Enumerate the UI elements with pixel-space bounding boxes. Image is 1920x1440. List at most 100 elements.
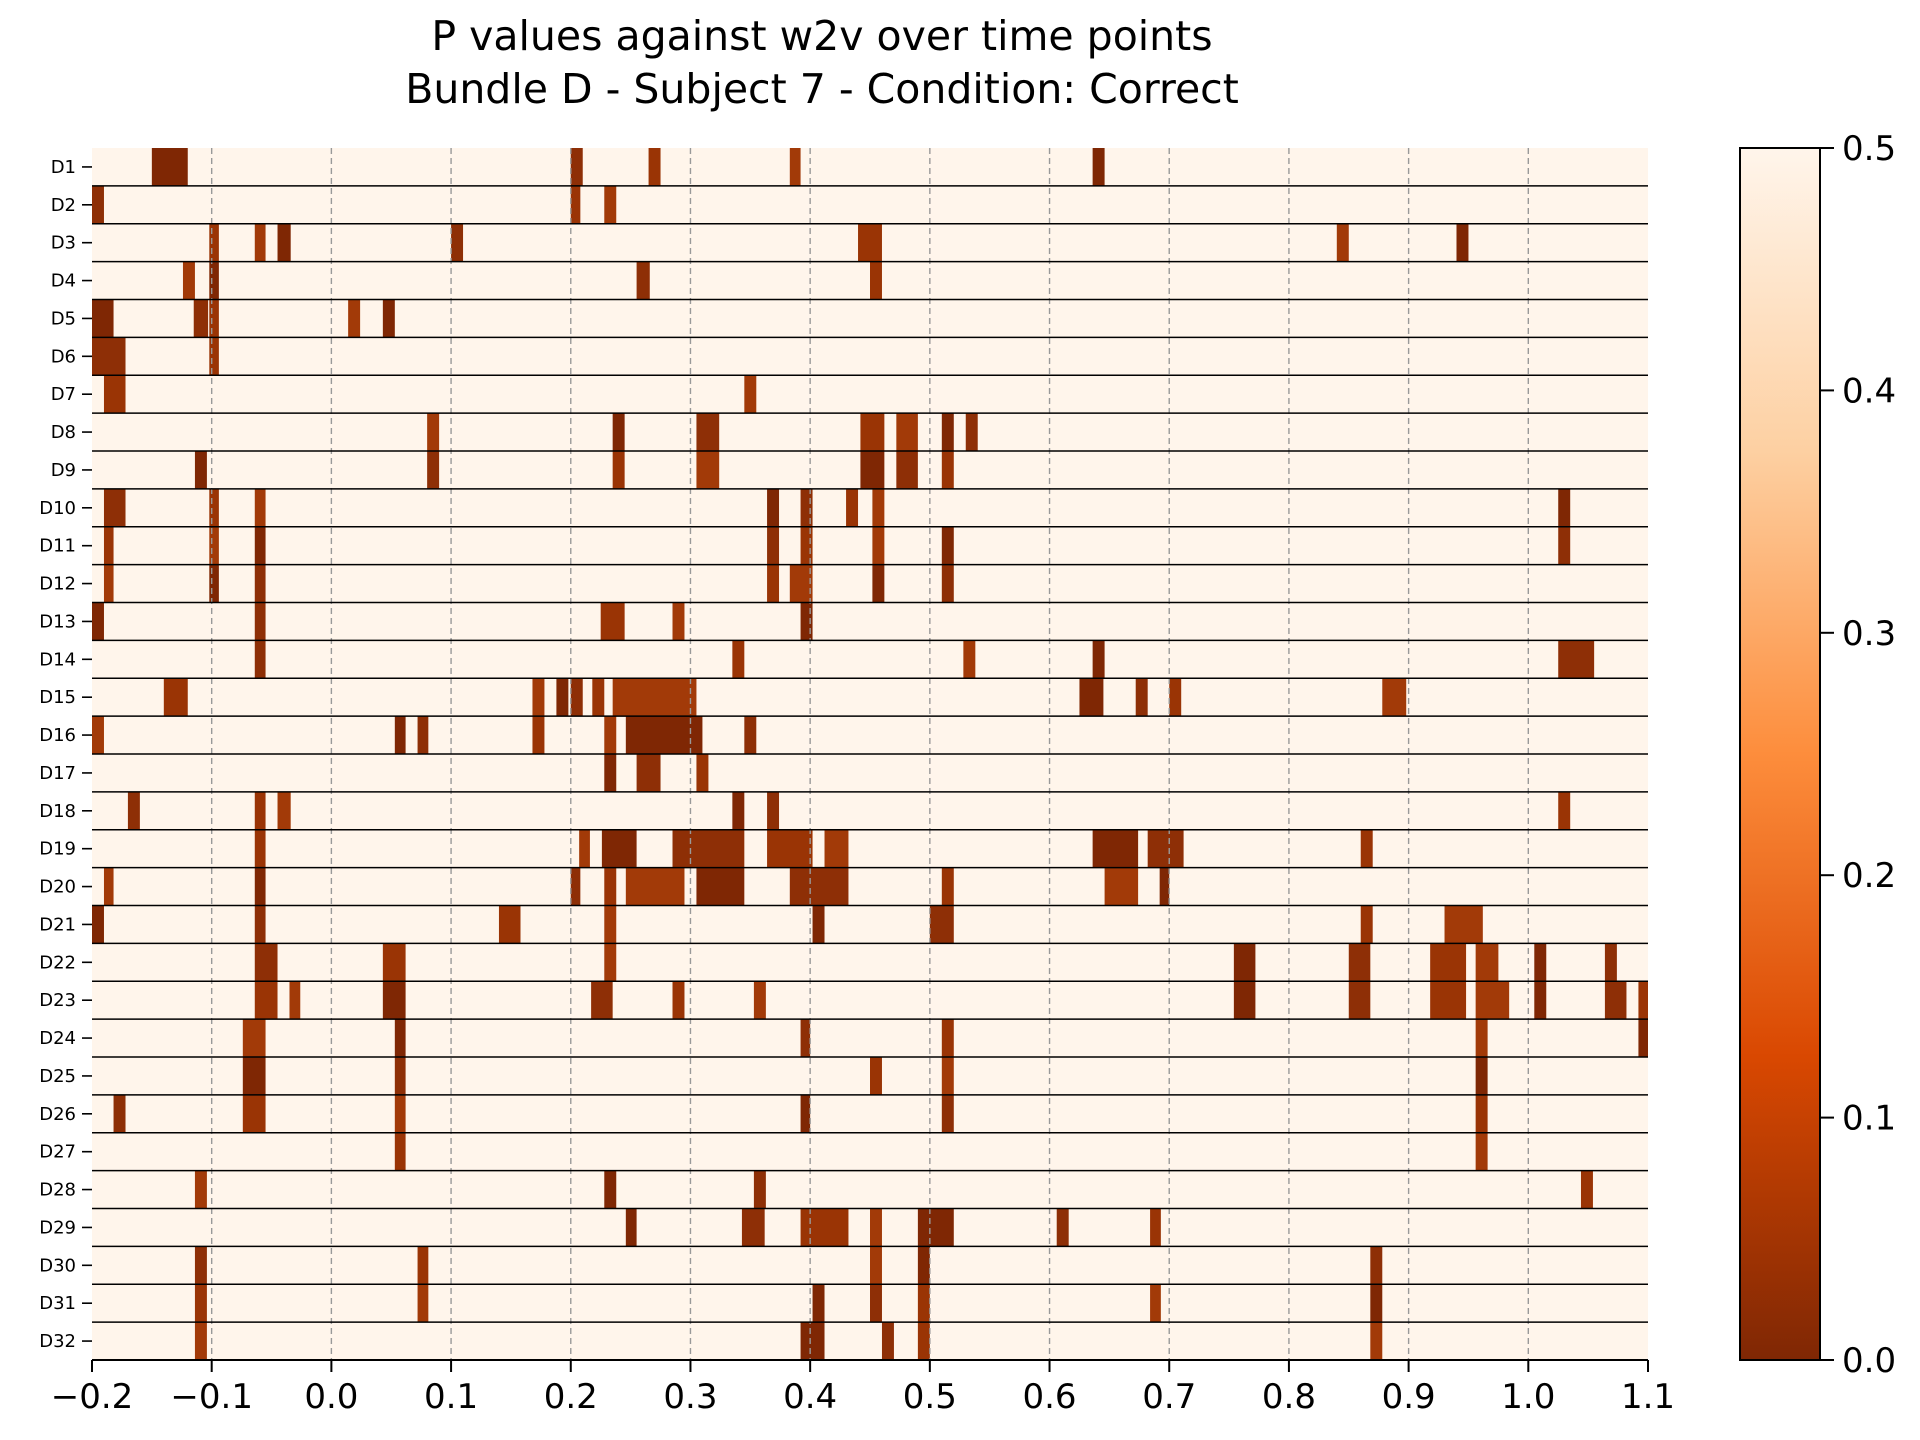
heatmap-row: [92, 678, 1648, 717]
low-p-segment: [800, 1094, 811, 1133]
low-p-segment: [881, 1322, 894, 1360]
low-p-segment: [382, 981, 406, 1020]
low-p-segment: [672, 981, 685, 1020]
low-p-segment: [417, 1284, 429, 1323]
row-background: [92, 678, 1648, 717]
low-p-segment: [103, 526, 114, 565]
low-p-segment: [963, 640, 976, 679]
low-p-segment: [824, 829, 849, 868]
low-p-segment: [103, 375, 126, 414]
heatmap-row: [92, 754, 1648, 792]
x-tick-label: 0.1: [424, 1377, 478, 1417]
heatmap-row: [92, 488, 1648, 527]
heatmap-row: [92, 526, 1648, 565]
y-tick-label: D7: [51, 384, 76, 405]
low-p-segment: [858, 223, 882, 262]
low-p-segment: [1604, 943, 1617, 982]
low-p-segment: [591, 981, 613, 1020]
low-p-segment: [917, 1284, 930, 1323]
low-p-segment: [427, 451, 440, 489]
row-background: [92, 375, 1648, 414]
y-tick-label: D1: [51, 157, 76, 178]
heatmap-rows: [92, 148, 1648, 1360]
low-p-segment: [696, 867, 745, 906]
low-p-segment: [209, 261, 219, 300]
x-tick-label: 1.1: [1621, 1377, 1675, 1417]
heatmap-row: [92, 1170, 1648, 1209]
low-p-segment: [1092, 640, 1105, 679]
low-p-segment: [1056, 1208, 1069, 1247]
heatmap-row: [92, 943, 1648, 982]
row-background: [92, 640, 1648, 679]
y-tick-label: D5: [51, 308, 76, 329]
low-p-segment: [1348, 981, 1371, 1020]
low-p-segment: [209, 299, 219, 338]
low-p-segment: [672, 602, 685, 641]
low-p-segment: [151, 148, 188, 186]
low-p-segment: [1348, 943, 1371, 982]
low-p-segment: [872, 526, 885, 565]
low-p-segment: [254, 223, 266, 262]
low-p-segment: [1104, 867, 1139, 906]
low-p-segment: [625, 1208, 637, 1247]
low-p-segment: [767, 829, 813, 868]
heatmap-row: [92, 829, 1648, 868]
row-background: [92, 1132, 1648, 1171]
row-background: [92, 1322, 1648, 1360]
low-p-segment: [394, 716, 406, 754]
low-p-segment: [696, 413, 720, 451]
x-tick-label: 0.9: [1382, 1377, 1436, 1417]
y-tick-label: D26: [39, 1104, 76, 1125]
low-p-segment: [1558, 640, 1595, 679]
low-p-segment: [600, 602, 625, 641]
low-p-segment: [696, 451, 720, 489]
low-p-segment: [636, 261, 650, 300]
heatmap-row: [92, 1057, 1648, 1095]
heatmap-row: [92, 148, 1648, 186]
low-p-segment: [604, 1170, 617, 1209]
row-background: [92, 564, 1648, 603]
low-p-segment: [194, 1284, 207, 1323]
low-p-segment: [209, 488, 219, 527]
low-p-segment: [1430, 943, 1467, 982]
y-tick-label: D2: [51, 195, 76, 216]
low-p-segment: [1558, 791, 1571, 830]
low-p-segment: [1370, 1284, 1383, 1323]
low-p-segment: [1475, 1057, 1488, 1095]
low-p-segment: [1150, 1284, 1161, 1323]
low-p-segment: [570, 185, 581, 224]
y-tick-label: D17: [39, 763, 76, 784]
low-p-segment: [1638, 1019, 1648, 1057]
low-p-segment: [92, 602, 104, 641]
colorbar-tick-label: 0.3: [1842, 614, 1896, 654]
low-p-segment: [604, 754, 617, 792]
row-background: [92, 1170, 1648, 1209]
low-p-segment: [604, 943, 617, 982]
row-background: [92, 943, 1648, 982]
low-p-segment: [612, 413, 625, 451]
title-line-1: P values against w2v over time points: [431, 12, 1212, 60]
heatmap-row: [92, 867, 1648, 906]
low-p-segment: [800, 1019, 811, 1057]
low-p-segment: [941, 867, 954, 906]
y-tick-label: D15: [39, 687, 76, 708]
low-p-segment: [860, 451, 885, 489]
low-p-segment: [209, 337, 219, 376]
x-tick-label: −0.2: [51, 1377, 134, 1417]
y-tick-label: D19: [39, 839, 76, 860]
low-p-segment: [744, 375, 757, 414]
low-p-segment: [103, 564, 114, 603]
x-tick-label: 0.4: [783, 1377, 837, 1417]
low-p-segment: [1604, 981, 1627, 1020]
low-p-segment: [1370, 1322, 1383, 1360]
row-background: [92, 867, 1648, 906]
low-p-segment: [800, 526, 813, 565]
x-tick-label: −0.1: [170, 1377, 253, 1417]
low-p-segment: [194, 1322, 207, 1360]
row-background: [92, 1094, 1648, 1133]
low-p-segment: [604, 716, 617, 754]
heatmap-row: [92, 981, 1648, 1020]
low-p-segment: [193, 299, 209, 338]
heatmap-row: [92, 451, 1648, 489]
low-p-segment: [767, 526, 780, 565]
